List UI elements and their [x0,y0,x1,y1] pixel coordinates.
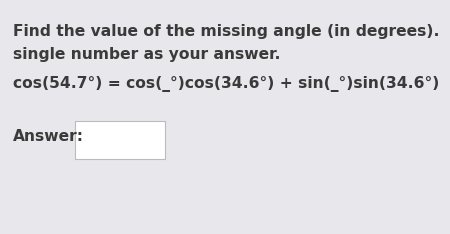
Bar [75,121,165,159]
Text: Find the value of the missing angle (in degrees).  Provide a: Find the value of the missing angle (in … [13,24,450,39]
Text: cos(54.7°) = cos(_°)cos(34.6°) + sin(_°)sin(34.6°): cos(54.7°) = cos(_°)cos(34.6°) + sin(_°)… [13,76,439,92]
Text: single number as your answer.: single number as your answer. [13,47,280,62]
Text: Answer:: Answer: [13,129,84,144]
